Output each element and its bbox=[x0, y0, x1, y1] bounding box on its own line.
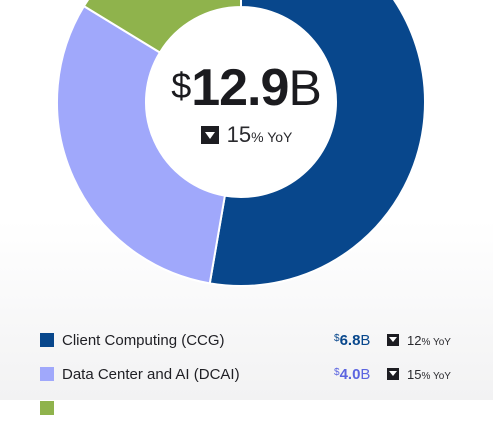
legend-value-ccg: $6.8B bbox=[334, 332, 370, 349]
donut-svg bbox=[56, 0, 426, 287]
total-unit: B bbox=[288, 60, 322, 116]
total-change: 15% YoY bbox=[0, 122, 493, 148]
legend-row-third bbox=[0, 394, 493, 422]
total-change-value: 15 bbox=[226, 122, 252, 147]
legend-label-dcai: Data Center and AI (DCAI) bbox=[62, 366, 240, 383]
dcai-change-value: 15 bbox=[407, 367, 422, 382]
donut-hole bbox=[146, 7, 336, 197]
ccg-amount: 6.8 bbox=[339, 332, 361, 349]
down-arrow-icon bbox=[200, 126, 219, 144]
ccg-change-value: 12 bbox=[407, 333, 422, 348]
down-arrow-icon bbox=[387, 368, 399, 380]
legend-swatch-dcai bbox=[40, 367, 54, 381]
dcai-change-suffix: % YoY bbox=[421, 371, 451, 382]
donut-chart: $12.9B 15% YoY bbox=[0, 0, 493, 287]
ccg-unit: B bbox=[360, 332, 371, 349]
down-arrow-icon bbox=[387, 334, 399, 346]
ccg-change-suffix: % YoY bbox=[421, 337, 451, 348]
legend-swatch-third bbox=[40, 401, 54, 415]
ccg-currency: $ bbox=[334, 333, 340, 344]
legend-change-ccg: 12% YoY bbox=[387, 333, 451, 348]
total-amount: 12.9 bbox=[191, 59, 289, 117]
dcai-currency: $ bbox=[334, 367, 340, 378]
total-currency: $ bbox=[171, 65, 192, 106]
legend-row-ccg: Client Computing (CCG) $6.8B 12% YoY bbox=[0, 326, 493, 354]
total-revenue: $12.9B bbox=[0, 62, 493, 114]
legend-swatch-ccg bbox=[40, 333, 54, 347]
total-change-suffix: % YoY bbox=[251, 129, 293, 145]
legend-label-ccg: Client Computing (CCG) bbox=[62, 332, 225, 349]
dcai-amount: 4.0 bbox=[339, 366, 361, 383]
dcai-unit: B bbox=[360, 366, 371, 383]
legend-value-dcai: $4.0B bbox=[334, 366, 370, 383]
legend-change-dcai: 15% YoY bbox=[387, 367, 451, 382]
legend-row-dcai: Data Center and AI (DCAI) $4.0B 15% YoY bbox=[0, 360, 493, 388]
